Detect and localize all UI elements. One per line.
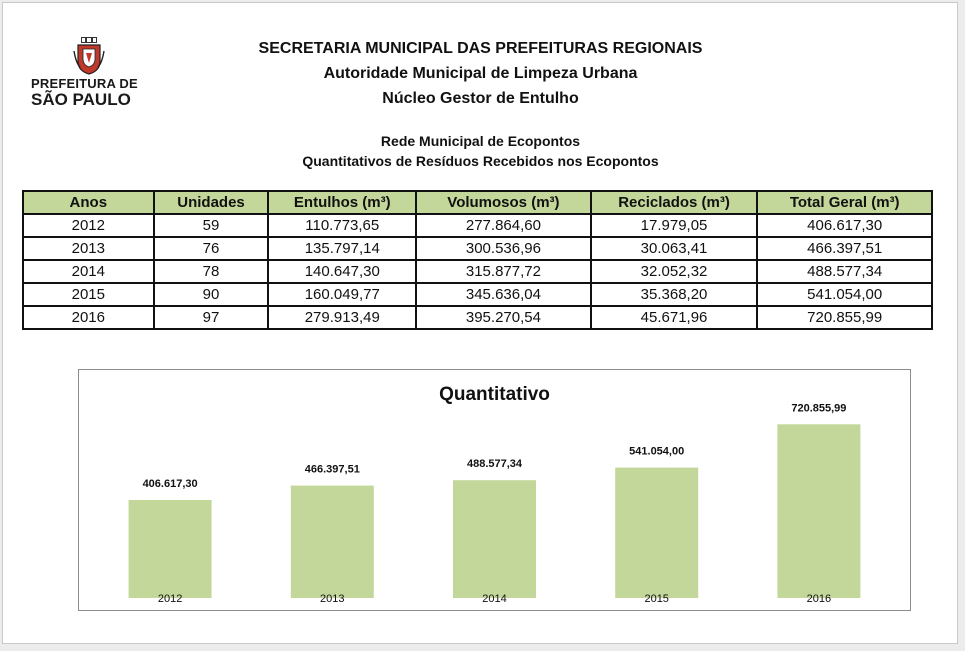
- data-label-2015: 541.054,00: [629, 446, 684, 458]
- column-header-anos: Anos: [22, 190, 155, 215]
- column-header-total-geral: Total Geral (m³): [756, 190, 933, 215]
- prefeitura-logo: PREFEITURA DE SÃO PAULO: [29, 37, 149, 113]
- table-cell: 17.979,05: [589, 213, 759, 238]
- table-row: 2013 76 135.797,14 300.536,96 30.063,41 …: [22, 236, 933, 261]
- table-cell: 2015: [22, 282, 155, 307]
- table-cell: 45.671,96: [589, 305, 759, 330]
- table-row: 2016 97 279.913,49 395.270,54 45.671,96 …: [22, 305, 933, 330]
- table-cell: 32.052,32: [589, 259, 759, 284]
- table-cell: 488.577,34: [756, 259, 933, 284]
- x-tick-label-2012: 2012: [158, 593, 182, 605]
- table-cell: 35.368,20: [589, 282, 759, 307]
- table-row: 2014 78 140.647,30 315.877,72 32.052,32 …: [22, 259, 933, 284]
- document-subheader: Rede Municipal de Ecopontos Quantitativo…: [153, 131, 808, 171]
- table-cell: 59: [152, 213, 270, 238]
- table-cell: 406.617,30: [756, 213, 933, 238]
- table-cell: 395.270,54: [415, 305, 592, 330]
- logo-text-line2: SÃO PAULO: [31, 90, 131, 109]
- table-cell: 110.773,65: [267, 213, 418, 238]
- table-cell: 720.855,99: [756, 305, 933, 330]
- x-tick-label-2014: 2014: [482, 593, 506, 605]
- column-header-volumosos: Volumosos (m³): [415, 190, 592, 215]
- table-cell: 466.397,51: [756, 236, 933, 261]
- column-header-entulhos: Entulhos (m³): [267, 190, 418, 215]
- table-cell: 76: [152, 236, 270, 261]
- table-cell: 97: [152, 305, 270, 330]
- table-cell: 135.797,14: [267, 236, 418, 261]
- table-cell: 345.636,04: [415, 282, 592, 307]
- table-cell: 279.913,49: [267, 305, 418, 330]
- bar-2015: [615, 467, 699, 598]
- x-tick-label-2016: 2016: [807, 593, 831, 605]
- bar-2014: [453, 480, 536, 598]
- table-cell: 30.063,41: [589, 236, 759, 261]
- x-tick-label-2013: 2013: [320, 593, 344, 605]
- quantitativo-chart: Quantitativo 406.617,30 2012 466.397,51 201…: [78, 369, 911, 611]
- table-header-row: Anos Unidades Entulhos (m³) Volumosos (m…: [22, 190, 933, 215]
- table-cell: 2012: [22, 213, 155, 238]
- header-autoridade: Autoridade Municipal de Limpeza Urbana: [323, 65, 638, 82]
- table-cell: 315.877,72: [415, 259, 592, 284]
- data-label-2016: 720.855,99: [791, 402, 846, 414]
- table-cell: 140.647,30: [267, 259, 418, 284]
- table-row: 2012 59 110.773,65 277.864,60 17.979,05 …: [22, 213, 933, 238]
- table-cell: 300.536,96: [415, 236, 592, 261]
- logo-text-line1: PREFEITURA DE: [31, 76, 138, 91]
- table-cell: 2016: [22, 305, 155, 330]
- x-tick-label-2015: 2015: [644, 593, 668, 605]
- ecopontos-table: Anos Unidades Entulhos (m³) Volumosos (m…: [22, 190, 933, 330]
- subheader-rede: Rede Municipal de Ecopontos: [380, 133, 581, 149]
- subheader-quantitativos: Quantitativos de Resíduos Recebidos nos …: [302, 153, 659, 169]
- header-nucleo: Núcleo Gestor de Entulho: [382, 90, 579, 107]
- table-cell: 160.049,77: [267, 282, 418, 307]
- table-cell: 78: [152, 259, 270, 284]
- chart-title: Quantitativo: [439, 384, 550, 405]
- bar-2016: [777, 424, 861, 598]
- chart-plot-area: 406.617,30 2012 466.397,51 2013 488.577,34 20…: [128, 402, 861, 605]
- data-label-2014: 488.577,34: [467, 458, 523, 470]
- bar-2013: [290, 485, 374, 598]
- table-cell: 277.864,60: [415, 213, 592, 238]
- header-secretaria: SECRETARIA MUNICIPAL DAS PREFEITURAS REG…: [258, 40, 703, 57]
- table-cell: 541.054,00: [756, 282, 933, 307]
- data-label-2013: 466.397,51: [305, 464, 360, 476]
- table-cell: 90: [152, 282, 270, 307]
- document-header: SECRETARIA MUNICIPAL DAS PREFEITURAS REG…: [153, 36, 808, 111]
- coat-of-arms-icon: [73, 37, 105, 75]
- table-cell: 2014: [22, 259, 155, 284]
- column-header-unidades: Unidades: [152, 190, 270, 215]
- table-row: 2015 90 160.049,77 345.636,04 35.368,20 …: [22, 282, 933, 307]
- table-cell: 2013: [22, 236, 155, 261]
- data-label-2012: 406.617,30: [143, 478, 198, 490]
- column-header-reciclados: Reciclados (m³): [589, 190, 759, 215]
- bar-2012: [128, 500, 212, 598]
